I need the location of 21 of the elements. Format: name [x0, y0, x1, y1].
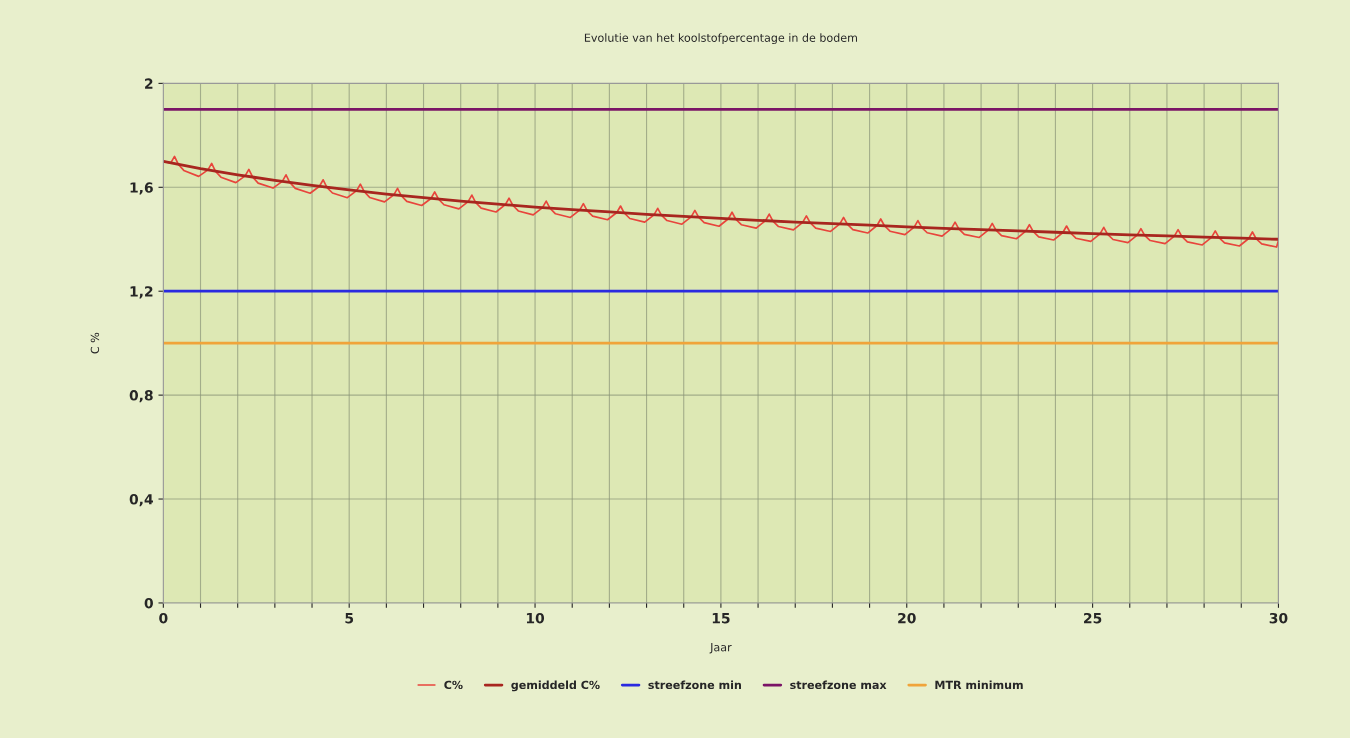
legend-label: MTR minimum [935, 680, 1023, 690]
chart-title: Evolutie van het koolstofpercentage in de bodem [584, 33, 857, 45]
y-tick-label: 2 [145, 78, 153, 89]
x-axis-title: Jaar [709, 643, 732, 654]
x-tick-label: 10 [526, 612, 545, 624]
x-tick-label: 5 [345, 613, 354, 624]
y-tick-label: 0 [144, 597, 153, 609]
legend-label: C% [444, 680, 463, 690]
x-tick-label: 15 [712, 613, 730, 624]
y-tick-label: 0,8 [129, 390, 153, 403]
x-tick-label: 20 [898, 612, 916, 624]
y-tick-label: 1,2 [130, 286, 153, 299]
legend-label: streefzone min [648, 680, 741, 690]
legend-label: streefzone max [790, 680, 887, 690]
x-tick-label: 25 [1084, 612, 1102, 624]
y-tick-label: 0,4 [129, 494, 153, 507]
x-tick-label: 30 [1269, 612, 1288, 624]
x-tick-label: 0 [159, 612, 168, 624]
y-tick-label: 1,6 [130, 182, 153, 195]
y-axis-title: C % [90, 332, 100, 354]
legend-label: gemiddeld C% [511, 680, 600, 692]
